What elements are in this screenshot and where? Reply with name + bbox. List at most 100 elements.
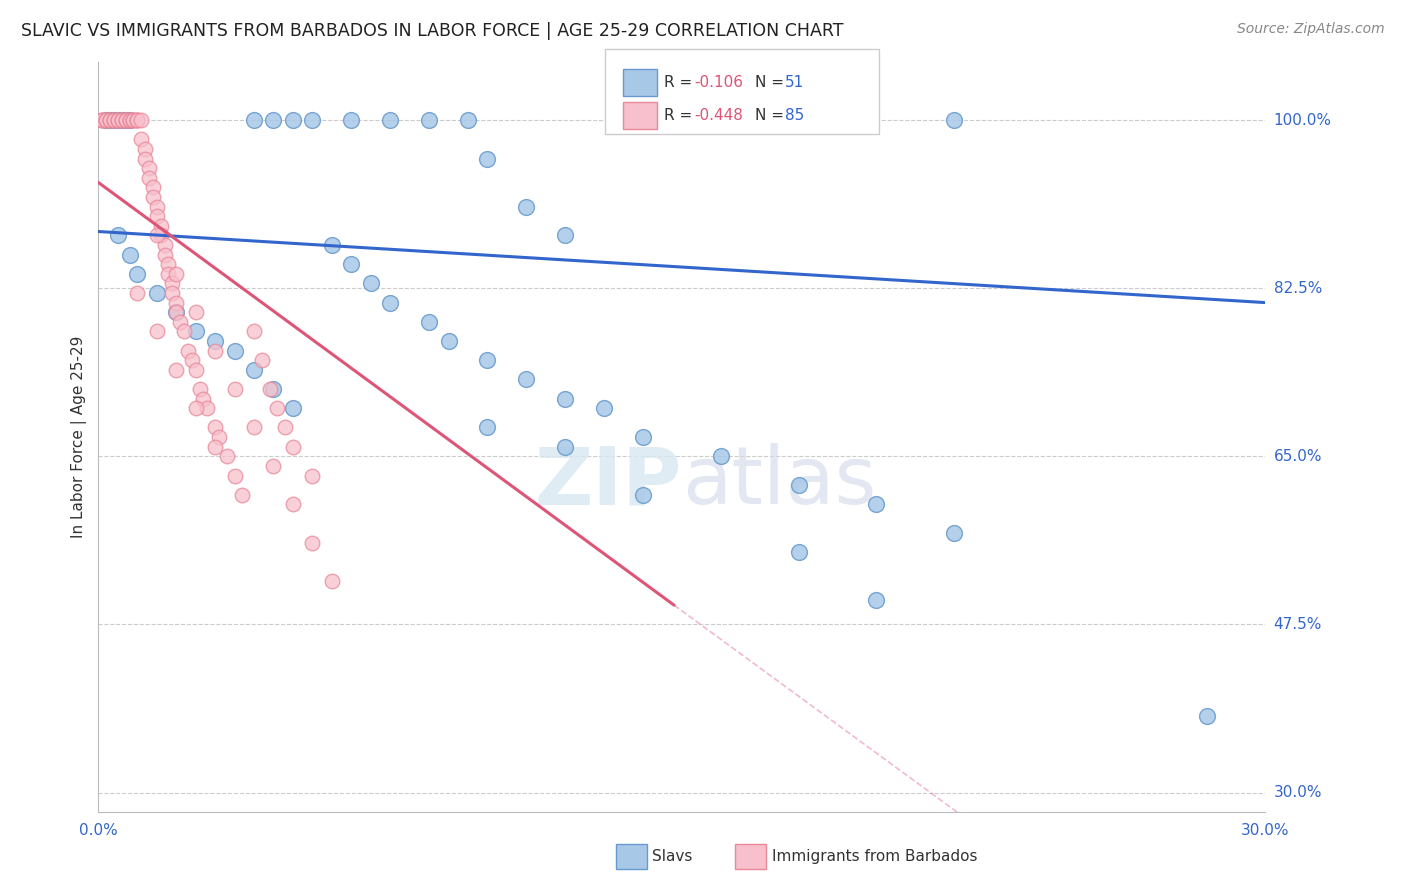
Point (177, 343, 200, 358)
Point (477, 353, 499, 368)
Point (127, 267, 149, 281)
Point (215, 450, 238, 464)
Point (250, 353, 273, 368)
Point (259, 382, 281, 396)
Point (274, 420, 297, 434)
Point (515, 372, 537, 386)
Point (107, 113, 129, 128)
Point (515, 200, 537, 214)
Point (180, 353, 202, 368)
Text: ZIP: ZIP (534, 443, 682, 521)
Text: -0.448: -0.448 (695, 108, 744, 123)
Point (129, 113, 152, 128)
Point (266, 401, 288, 416)
Point (142, 180, 165, 194)
Point (103, 113, 125, 128)
Point (111, 113, 134, 128)
Point (554, 440, 576, 454)
Point (107, 113, 129, 128)
Text: Slavs: Slavs (652, 849, 693, 863)
Point (165, 295, 187, 310)
Point (96, 113, 118, 128)
Point (165, 267, 187, 281)
Point (262, 113, 284, 128)
Point (149, 228, 172, 243)
Point (138, 161, 160, 175)
Point (301, 468, 323, 483)
Point (114, 113, 136, 128)
Point (457, 113, 479, 128)
Point (157, 267, 180, 281)
Point (281, 440, 304, 454)
Point (129, 132, 152, 146)
Point (188, 382, 211, 396)
Point (281, 401, 304, 416)
Point (98, 113, 121, 128)
Point (138, 170, 160, 185)
Point (243, 113, 266, 128)
Point (281, 113, 304, 128)
Point (114, 113, 136, 128)
Text: 30.0%: 30.0% (1274, 785, 1322, 800)
Point (98, 113, 121, 128)
Point (91, 113, 114, 128)
Point (98, 113, 121, 128)
Point (96, 113, 118, 128)
Point (231, 488, 253, 502)
Point (134, 152, 156, 166)
Point (204, 420, 226, 434)
Text: 100.0%: 100.0% (1274, 112, 1331, 128)
Point (340, 113, 363, 128)
Point (208, 430, 231, 444)
Point (787, 478, 810, 492)
Point (142, 190, 165, 204)
Point (111, 113, 134, 128)
Point (418, 113, 440, 128)
Point (162, 277, 184, 291)
Text: -0.106: -0.106 (695, 75, 744, 90)
Point (340, 257, 363, 271)
Point (195, 401, 218, 416)
Point (1195, 708, 1218, 723)
Point (554, 392, 576, 406)
Point (360, 277, 382, 291)
Point (103, 113, 125, 128)
Text: Source: ZipAtlas.com: Source: ZipAtlas.com (1237, 22, 1385, 37)
Text: atlas: atlas (682, 443, 876, 521)
Point (243, 420, 266, 434)
Point (193, 392, 215, 406)
Point (134, 142, 156, 156)
Point (710, 450, 733, 464)
Point (173, 325, 195, 339)
Point (165, 305, 187, 319)
Point (111, 113, 134, 128)
Point (321, 238, 343, 252)
Point (224, 343, 246, 358)
Point (146, 228, 169, 243)
Text: Immigrants from Barbados: Immigrants from Barbados (772, 849, 977, 863)
Point (224, 382, 246, 396)
Point (122, 113, 145, 128)
Point (184, 325, 207, 339)
Point (165, 305, 187, 319)
Point (631, 430, 654, 444)
Point (96, 113, 118, 128)
Point (146, 209, 169, 223)
Point (184, 401, 207, 416)
Point (243, 325, 266, 339)
Point (262, 458, 284, 473)
Point (204, 343, 226, 358)
Point (118, 113, 141, 128)
Text: R =: R = (664, 75, 697, 90)
Point (321, 574, 343, 589)
Point (149, 219, 172, 233)
Text: SLAVIC VS IMMIGRANTS FROM BARBADOS IN LABOR FORCE | AGE 25-29 CORRELATION CHART: SLAVIC VS IMMIGRANTS FROM BARBADOS IN LA… (21, 22, 844, 40)
Y-axis label: In Labor Force | Age 25-29: In Labor Force | Age 25-29 (72, 336, 87, 538)
Point (146, 200, 169, 214)
Point (301, 535, 323, 549)
Point (118, 113, 141, 128)
Point (122, 113, 145, 128)
Point (437, 334, 460, 348)
Point (477, 420, 499, 434)
Point (127, 285, 149, 300)
